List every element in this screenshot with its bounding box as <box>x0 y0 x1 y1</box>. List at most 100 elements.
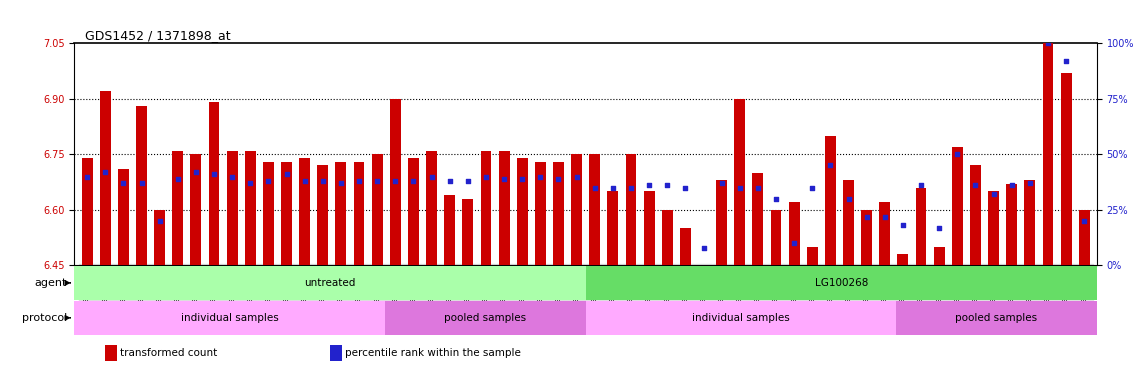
Bar <box>879 202 891 266</box>
Bar <box>118 169 128 266</box>
Point <box>350 178 369 184</box>
Point <box>223 174 242 180</box>
Bar <box>625 154 637 266</box>
Text: untreated: untreated <box>305 278 356 288</box>
Bar <box>898 254 908 266</box>
Point <box>985 191 1003 197</box>
Point <box>858 213 876 219</box>
Bar <box>227 151 238 266</box>
Bar <box>481 151 491 266</box>
Point <box>731 184 749 190</box>
Bar <box>1060 73 1072 266</box>
Bar <box>105 345 118 361</box>
Bar <box>81 158 93 266</box>
Point <box>803 184 821 190</box>
Point <box>96 169 114 175</box>
Bar <box>861 210 872 266</box>
Point <box>821 162 839 168</box>
Point <box>622 184 640 190</box>
Point <box>133 180 151 186</box>
Bar <box>988 191 998 266</box>
Bar <box>1006 184 1017 266</box>
Bar <box>585 266 1097 300</box>
Bar <box>463 199 473 266</box>
Point <box>1057 58 1075 64</box>
Point <box>839 196 858 202</box>
Point <box>585 184 603 190</box>
Point <box>948 151 966 157</box>
Bar <box>951 147 963 266</box>
Point <box>441 178 459 184</box>
Point <box>168 176 187 182</box>
Bar <box>607 191 618 266</box>
Point <box>513 176 531 182</box>
Bar <box>299 158 310 266</box>
Point <box>386 178 404 184</box>
Bar <box>372 154 382 266</box>
Point <box>603 184 622 190</box>
Bar <box>807 247 818 266</box>
Point <box>677 184 695 190</box>
Bar <box>281 162 292 266</box>
Text: percentile rank within the sample: percentile rank within the sample <box>346 348 521 358</box>
Bar <box>897 301 1097 334</box>
Bar <box>916 188 926 266</box>
Bar <box>680 228 690 266</box>
Point <box>1020 180 1039 186</box>
Point <box>295 178 314 184</box>
Bar <box>330 345 342 361</box>
Text: agent: agent <box>34 278 68 288</box>
Bar <box>74 301 385 334</box>
Bar <box>498 151 510 266</box>
Point <box>640 182 658 188</box>
Point <box>459 178 477 184</box>
Bar <box>771 210 781 266</box>
Point <box>1039 40 1057 46</box>
Bar <box>553 162 563 266</box>
Bar <box>789 202 799 266</box>
Point <box>1075 218 1093 224</box>
Point <box>476 174 495 180</box>
Point <box>404 178 423 184</box>
Point <box>314 178 332 184</box>
Point <box>114 180 133 186</box>
Bar <box>426 151 437 266</box>
Point <box>930 225 948 231</box>
Bar <box>585 301 897 334</box>
Bar <box>643 191 655 266</box>
Bar <box>263 162 274 266</box>
Point <box>187 169 205 175</box>
Point <box>550 176 568 182</box>
Bar <box>74 266 585 300</box>
Point <box>749 184 767 190</box>
Point <box>277 171 295 177</box>
Bar <box>1079 210 1090 266</box>
Bar <box>408 158 419 266</box>
Bar <box>317 165 329 266</box>
Text: individual samples: individual samples <box>181 313 278 323</box>
Point <box>568 174 586 180</box>
Bar <box>734 99 745 266</box>
Point <box>368 178 386 184</box>
Bar <box>970 165 981 266</box>
Bar <box>1042 43 1053 266</box>
Bar <box>590 154 600 266</box>
Bar <box>698 266 709 332</box>
Bar <box>1025 180 1035 266</box>
Bar <box>571 154 582 266</box>
Point <box>785 240 804 246</box>
Point <box>767 196 785 202</box>
Text: protocol: protocol <box>22 313 68 323</box>
Point <box>658 182 677 188</box>
Text: GDS1452 / 1371898_at: GDS1452 / 1371898_at <box>85 29 230 42</box>
Bar <box>933 247 945 266</box>
Point <box>78 174 96 180</box>
Bar <box>208 102 220 266</box>
Bar <box>155 210 165 266</box>
Bar <box>444 195 455 266</box>
Point <box>242 180 260 186</box>
Point <box>150 218 168 224</box>
Bar <box>389 99 401 266</box>
Bar <box>717 180 727 266</box>
Point <box>894 222 913 228</box>
